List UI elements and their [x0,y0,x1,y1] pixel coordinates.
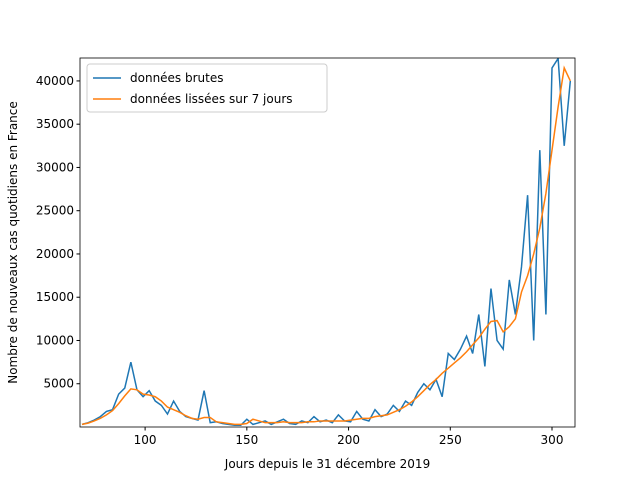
x-tick-label: 250 [439,433,462,447]
y-tick-label: 15000 [36,290,74,304]
y-tick-label: 40000 [36,74,74,88]
x-tick-label: 300 [541,433,564,447]
data-line [81,58,572,427]
y-tick-label: 20000 [36,247,74,261]
legend-box [86,63,328,113]
x-axis-label: Jours depuis le 31 décembre 2019 [224,457,430,471]
y-axis-label: Nombre de nouveaux cas quotidiens en Fra… [6,101,20,384]
legend-label: données lissées sur 7 jours [130,92,293,106]
y-tick-label: 5000 [43,377,74,391]
data-line [81,65,571,426]
y-tick-label: 10000 [36,333,74,347]
y-tick-label: 25000 [36,204,74,218]
x-tick-label: 100 [134,433,157,447]
y-tick-label: 30000 [36,160,74,174]
y-tick-label: 35000 [36,117,74,131]
legend-label: données brutes [130,71,224,85]
x-tick-label: 200 [337,433,360,447]
x-tick-label: 150 [235,433,258,447]
plot-frame [79,57,576,428]
